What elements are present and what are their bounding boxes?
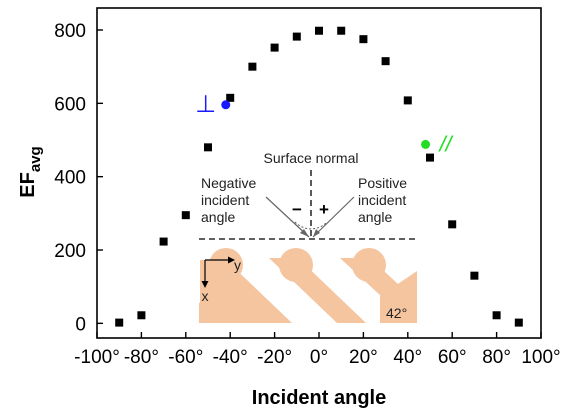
negative-angle-label: Negative incident angle <box>201 175 260 225</box>
data-point <box>337 26 346 35</box>
positive-ray-arrowhead <box>313 229 320 237</box>
data-point <box>315 26 323 35</box>
x-tick-label: -20° <box>257 347 292 368</box>
negative-incident-ray <box>265 196 310 238</box>
x-tick-label: 0° <box>310 347 328 368</box>
positive-incident-ray <box>312 196 355 238</box>
polarization-markers: ⊥ // <box>195 91 453 157</box>
data-point <box>426 153 434 162</box>
tilt-angle-label: 42° <box>386 305 407 321</box>
nanostructure-cap-1 <box>209 248 243 282</box>
negative-ray-arrowhead <box>300 229 309 237</box>
x-tick-label: -40° <box>213 347 248 368</box>
data-point <box>514 318 523 327</box>
data-point <box>359 35 368 44</box>
x-tick-label: -80° <box>124 347 159 368</box>
nanostructure-cap-2 <box>279 248 313 282</box>
y-tick-label: 400 <box>54 168 86 189</box>
tilted-nanostructure <box>199 247 417 323</box>
plus-sign: + <box>319 200 329 219</box>
data-point <box>226 93 235 102</box>
data-point <box>492 311 501 320</box>
x-tick-label: -60° <box>168 347 203 368</box>
nanostructure-bar-left-partial <box>199 302 214 323</box>
data-point <box>204 143 212 152</box>
x-axis-ticks: -100° -80° -60° -40° -20° 0° 20° 40° 60° 80° 100° <box>74 332 561 368</box>
x-tick-label: 60° <box>438 347 467 368</box>
x-axis-indicator-label: x <box>202 288 209 304</box>
y-tick-label: 600 <box>54 94 86 115</box>
x-tick-label: 100° <box>521 347 560 368</box>
data-point <box>159 237 168 246</box>
perpendicular-polarization-point <box>221 100 231 110</box>
incident-angle-schematic: Surface normal Negative incident angle P… <box>199 150 419 323</box>
parallel-polarization-point <box>421 139 431 149</box>
minus-sign: − <box>292 200 302 219</box>
xy-axis-indicator: y x <box>201 256 241 304</box>
x-tick-label: 40° <box>393 347 422 368</box>
data-point <box>137 311 146 320</box>
data-markers <box>115 26 523 327</box>
data-point <box>270 43 279 52</box>
x-tick-label: -100° <box>74 347 120 368</box>
x-tick-label: 20° <box>349 347 378 368</box>
data-point <box>448 220 457 229</box>
y-tick-label: 200 <box>54 241 86 262</box>
y-axis-title-subscript: avg <box>27 146 44 172</box>
y-axis-ticks: 0 200 400 600 800 <box>54 21 103 335</box>
data-point <box>403 96 412 105</box>
angle-arc <box>294 221 328 230</box>
data-point <box>248 62 257 71</box>
data-point <box>181 211 190 220</box>
y-axis-indicator-label: y <box>234 257 241 273</box>
x-tick-label: 80° <box>482 347 511 368</box>
data-point <box>292 32 301 41</box>
y-axis-title: EFavg <box>17 146 44 197</box>
x-axis-title: Incident angle <box>252 387 386 409</box>
perpendicular-symbol: ⊥ <box>195 91 216 118</box>
nanostructure-cap-3 <box>352 248 386 282</box>
nanostructure-edge-right <box>380 271 417 323</box>
positive-angle-label: Positive incident angle <box>358 175 411 225</box>
data-point <box>115 318 124 327</box>
data-point <box>470 271 479 280</box>
y-tick-label: 800 <box>54 21 86 42</box>
parallel-symbol: // <box>437 131 453 156</box>
data-point <box>381 57 390 66</box>
y-tick-label: 0 <box>75 314 86 335</box>
surface-normal-label: Surface normal <box>264 150 359 166</box>
y-axis-title-main: EF <box>17 172 39 198</box>
